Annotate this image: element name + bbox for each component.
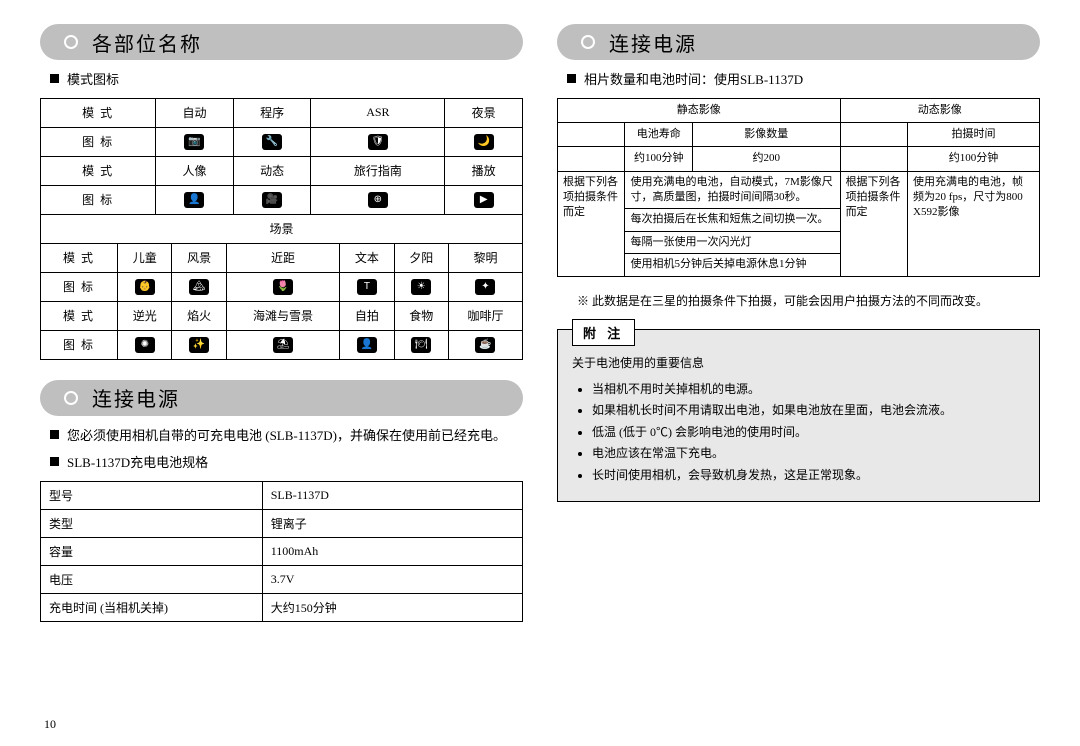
scene-food-icon: 🍽 — [411, 337, 431, 353]
mode-portrait-icon: 👤 — [184, 192, 204, 208]
section-title: 连接电源 — [92, 383, 180, 412]
scene-selfshot-icon: 👤 — [357, 337, 377, 353]
memo-item: 如果相机长时间不用请取出电池，如果电池放在里面，电池会流液。 — [592, 400, 1025, 422]
scene-backlight-icon: ✺ — [135, 337, 155, 353]
scene-sunset-icon: ☀ — [411, 279, 431, 295]
mode-icons-heading: 模式图标 — [50, 70, 523, 90]
memo-intro: 关于电池使用的重要信息 — [572, 353, 1025, 375]
memo-box: 附 注 关于电池使用的重要信息 当相机不用时关掉相机的电源。 如果相机长时间不用… — [557, 329, 1040, 502]
mode-program-icon: 🔧 — [262, 134, 282, 150]
mode-night-icon: 🌙 — [474, 134, 494, 150]
battery-life-heading: 相片数量和电池时间：使用SLB-1137D — [567, 70, 1040, 90]
mode-table: 模式 自动 程序 ASR 夜景 图标 📷 🔧 🛡 🌙 模式 人像 动态 — [40, 98, 523, 244]
mode-play-icon: ▶ — [474, 192, 494, 208]
right-column: 连接电源 相片数量和电池时间：使用SLB-1137D 静态影像 动态影像 电池寿… — [557, 24, 1040, 622]
memo-item: 当相机不用时关掉相机的电源。 — [592, 379, 1025, 401]
mode-asr-icon: 🛡 — [368, 134, 388, 150]
mode-guide-icon: ⊕ — [368, 192, 388, 208]
page-number: 10 — [44, 717, 56, 732]
bullet-square-icon — [50, 457, 59, 466]
note-star: ※ 此数据是在三星的拍摄条件下拍摄，可能会因用户拍摄方法的不同而改变。 — [565, 291, 1040, 311]
section-bar-power-left: 连接电源 — [40, 380, 523, 416]
scene-header: 场景 — [41, 214, 523, 243]
memo-list: 当相机不用时关掉相机的电源。 如果相机长时间不用请取出电池，如果电池放在里面，电… — [572, 379, 1025, 487]
memo-label: 附 注 — [572, 319, 635, 346]
scene-beach-snow-icon: ⛱ — [273, 337, 293, 353]
scene-cafe-icon: ☕ — [475, 337, 495, 353]
bullet-square-icon — [50, 430, 59, 439]
memo-item: 长时间使用相机，会导致机身发热，这是正常现象。 — [592, 465, 1025, 487]
bullet-square-icon — [567, 74, 576, 83]
bullet-square-icon — [50, 74, 59, 83]
scene-text-icon: T — [357, 279, 377, 295]
scene-dawn-icon: ✦ — [475, 279, 495, 295]
memo-item: 电池应该在常温下充电。 — [592, 443, 1025, 465]
mode-movie-icon: 🎥 — [262, 192, 282, 208]
battery-life-table: 静态影像 动态影像 电池寿命 影像数量 拍摄时间 约100分钟 约200 约10… — [557, 98, 1040, 277]
section-title: 各部位名称 — [92, 28, 202, 57]
spec-heading: SLB-1137D充电电池规格 — [50, 453, 523, 473]
must-charge-note: 您必须使用相机自带的可充电电池 (SLB-1137D)，并确保在使用前已经充电。 — [50, 426, 523, 446]
mode-auto-icon: 📷 — [184, 134, 204, 150]
scene-landscape-icon: 🏔 — [189, 279, 209, 295]
scene-closeup-icon: 🌷 — [273, 279, 293, 295]
memo-item: 低温 (低于 0℃) 会影响电池的使用时间。 — [592, 422, 1025, 444]
scene-table: 模式 儿童 风景 近距 文本 夕阳 黎明 图标 👶 🏔 🌷 T ☀ ✦ — [40, 243, 523, 360]
section-bar-parts: 各部位名称 — [40, 24, 523, 60]
battery-spec-table: 型号SLB-1137D 类型锂离子 容量1100mAh 电压3.7V 充电时间 … — [40, 481, 523, 622]
section-title: 连接电源 — [609, 28, 697, 57]
scene-firework-icon: ✨ — [189, 337, 209, 353]
section-bar-power-right: 连接电源 — [557, 24, 1040, 60]
left-column: 各部位名称 模式图标 模式 自动 程序 ASR 夜景 图标 📷 🔧 — [40, 24, 523, 622]
scene-children-icon: 👶 — [135, 279, 155, 295]
